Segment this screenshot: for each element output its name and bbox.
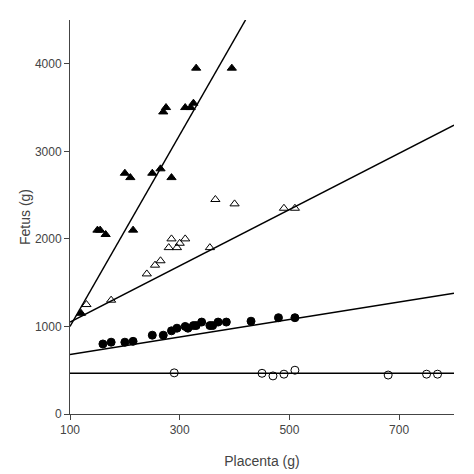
svg-text:2000: 2000 [35,232,62,246]
svg-text:700: 700 [389,423,409,437]
svg-text:500: 500 [279,423,299,437]
svg-text:3000: 3000 [35,145,62,159]
svg-text:0: 0 [55,407,62,421]
svg-text:4000: 4000 [35,57,62,71]
svg-text:Placenta (g): Placenta (g) [224,453,299,469]
svg-text:Fetus (g): Fetus (g) [17,189,33,245]
svg-text:300: 300 [170,423,190,437]
svg-text:1000: 1000 [35,320,62,334]
svg-text:100: 100 [60,423,80,437]
